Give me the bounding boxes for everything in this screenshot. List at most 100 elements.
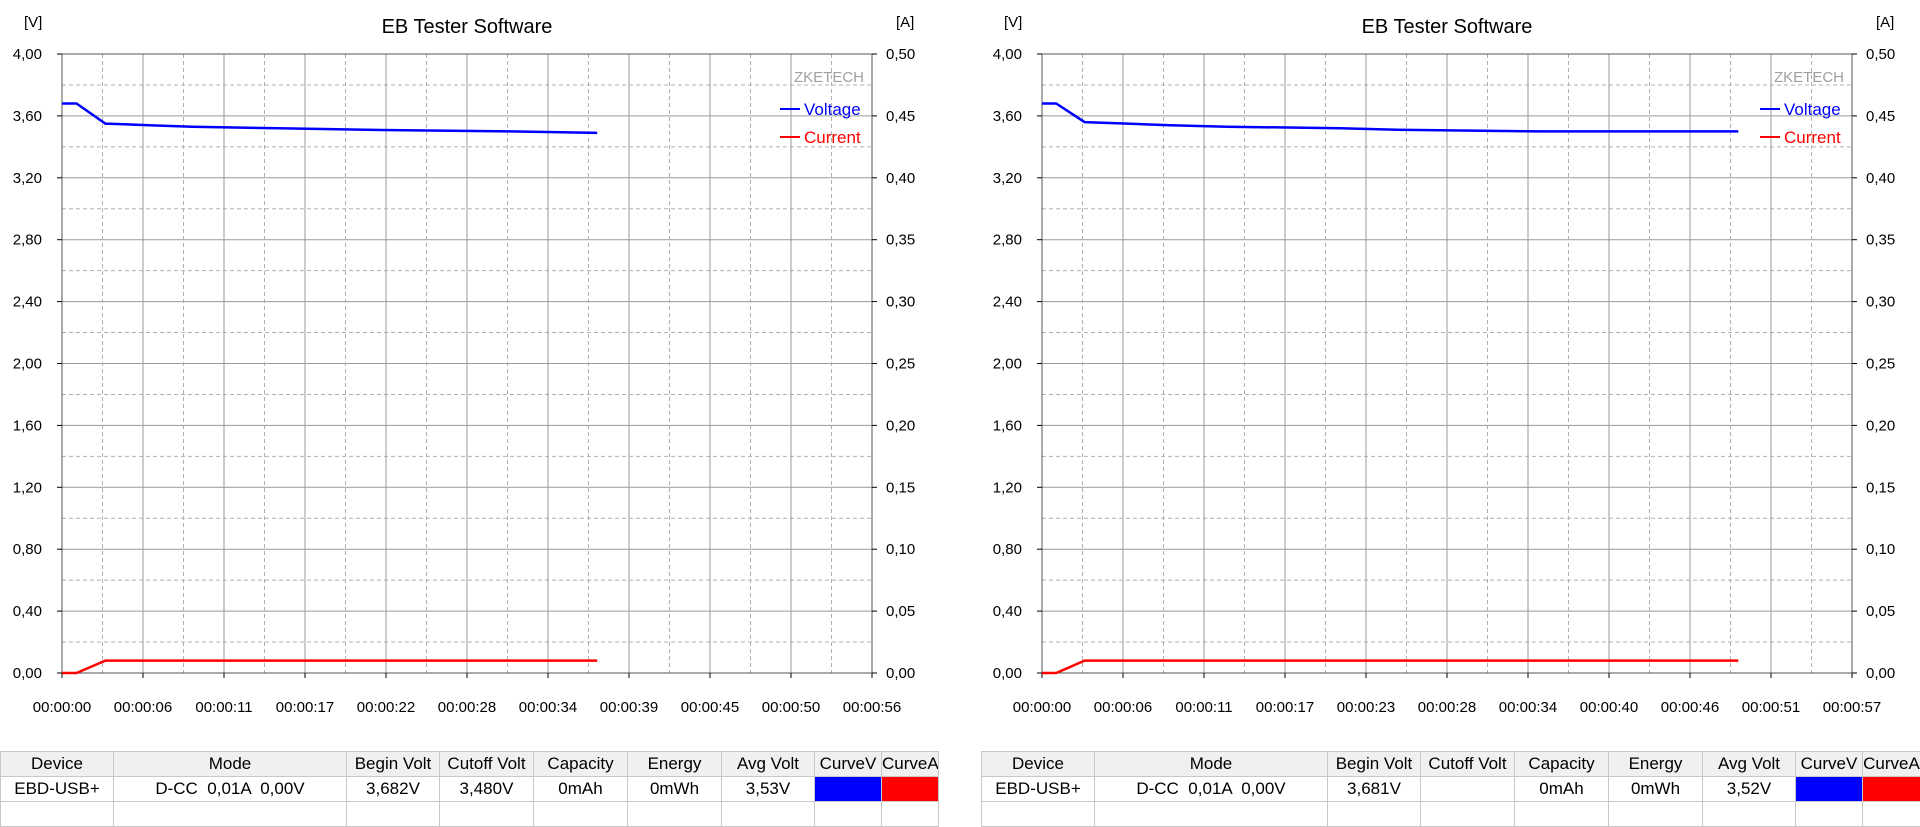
x-tick-label: 00:00:22: [357, 699, 415, 716]
col-capacity[interactable]: Capacity: [1514, 751, 1609, 777]
right-tick-label: 0,40: [886, 170, 915, 187]
legend-label-current: Current: [1784, 128, 1841, 147]
x-tick-label: 00:00:46: [1661, 699, 1719, 716]
col-cutoff-volt[interactable]: Cutoff Volt: [439, 751, 534, 777]
series-line-current: [62, 659, 598, 675]
watermark: ZKETECH: [1774, 69, 1844, 86]
cell-begin-volt[interactable]: 3,682V: [346, 776, 440, 802]
col-avg-volt[interactable]: Avg Volt: [721, 751, 815, 777]
col-energy[interactable]: Energy: [627, 751, 722, 777]
col-mode[interactable]: Mode: [1094, 751, 1328, 777]
chart-panel-left: EB Tester Software [V] [A] 4,00 3,60 3,20 2,80…: [0, 0, 940, 827]
x-tick-label: 00:00:51: [1742, 699, 1800, 716]
x-tick-label: 00:00:39: [600, 699, 658, 716]
left-tick-label: 3,20: [13, 170, 42, 187]
series-line-voltage: [1042, 102, 1739, 133]
col-curve-v[interactable]: CurveV: [1795, 751, 1863, 777]
cell-curve-a[interactable]: [1862, 776, 1920, 802]
col-curve-a[interactable]: CurveA: [881, 751, 939, 777]
x-tick-label: 00:00:11: [1175, 699, 1232, 716]
x-tick-label: 00:00:34: [1499, 699, 1557, 716]
chart-left: EB Tester Software [V] [A] 4,00 3,60 3,20 2,80…: [13, 14, 915, 716]
right-tick-label: 0,30: [1866, 294, 1895, 311]
series-line-current: [1042, 659, 1739, 675]
col-capacity[interactable]: Capacity: [533, 751, 628, 777]
curve-a-swatch: [882, 777, 938, 801]
cell-avg-volt[interactable]: 3,53V: [721, 776, 815, 802]
x-tick-label: 00:00:56: [843, 699, 901, 716]
col-energy[interactable]: Energy: [1608, 751, 1703, 777]
cell-mode[interactable]: D-CC 0,01A 0,00V: [113, 776, 347, 802]
right-tick-label: 0,00: [886, 665, 915, 682]
right-tick-label: 0,50: [1866, 46, 1895, 63]
left-tick-label: 2,00: [993, 356, 1022, 373]
right-axis-unit: [A]: [896, 14, 914, 31]
right-tick-label: 0,20: [886, 417, 915, 434]
x-tick-label: 00:00:00: [33, 699, 91, 716]
right-tick-label: 0,50: [886, 46, 915, 63]
cell-curve-v[interactable]: [814, 776, 882, 802]
curve-v-swatch: [815, 777, 881, 801]
table-row[interactable]: EBD-USB+ D-CC 0,01A 0,00V 3,681V 0mAh 0m…: [981, 776, 1920, 802]
left-tick-label: 2,80: [13, 232, 42, 249]
right-tick-label: 0,45: [886, 108, 915, 125]
cell-device[interactable]: EBD-USB+: [981, 776, 1095, 802]
cell-curve-v[interactable]: [1795, 776, 1863, 802]
cell-capacity[interactable]: 0mAh: [1514, 776, 1609, 802]
cell-cutoff-volt[interactable]: [1420, 776, 1515, 802]
table-header-row: Device Mode Begin Volt Cutoff Volt Capac…: [981, 751, 1920, 777]
cell-curve-a[interactable]: [881, 776, 939, 802]
x-tick-label: 00:00:17: [1256, 699, 1314, 716]
results-table-right: Device Mode Begin Volt Cutoff Volt Capac…: [981, 751, 1920, 827]
right-tick-label: 0,15: [886, 479, 915, 496]
cell-capacity[interactable]: 0mAh: [533, 776, 628, 802]
col-curve-v[interactable]: CurveV: [814, 751, 882, 777]
col-curve-a[interactable]: CurveA: [1862, 751, 1920, 777]
x-tick-label: 00:00:34: [519, 699, 577, 716]
cell-begin-volt[interactable]: 3,681V: [1327, 776, 1421, 802]
cell-device[interactable]: EBD-USB+: [0, 776, 114, 802]
col-device[interactable]: Device: [0, 751, 114, 777]
x-tick-label: 00:00:00: [1013, 699, 1071, 716]
left-tick-label: 2,80: [993, 232, 1022, 249]
col-mode[interactable]: Mode: [113, 751, 347, 777]
curve-v-swatch: [1796, 777, 1862, 801]
right-axis-unit: [A]: [1876, 14, 1894, 31]
x-tick-label: 00:00:40: [1580, 699, 1638, 716]
curve-a-swatch: [1863, 777, 1920, 801]
col-begin-volt[interactable]: Begin Volt: [346, 751, 440, 777]
col-device[interactable]: Device: [981, 751, 1095, 777]
cell-avg-volt[interactable]: 3,52V: [1702, 776, 1796, 802]
col-cutoff-volt[interactable]: Cutoff Volt: [1420, 751, 1515, 777]
x-tick-label: 00:00:11: [195, 699, 252, 716]
cell-cutoff-volt[interactable]: 3,480V: [439, 776, 534, 802]
right-tick-label: 0,25: [886, 356, 915, 373]
cell-energy[interactable]: 0mWh: [1608, 776, 1703, 802]
left-tick-label: 3,60: [13, 108, 42, 125]
left-tick-label: 2,00: [13, 356, 42, 373]
table-row[interactable]: EBD-USB+ D-CC 0,01A 0,00V 3,682V 3,480V …: [0, 776, 939, 802]
right-tick-label: 0,30: [886, 294, 915, 311]
right-tick-label: 0,10: [886, 541, 915, 558]
left-tick-label: 3,20: [993, 170, 1022, 187]
table-header-row: Device Mode Begin Volt Cutoff Volt Capac…: [0, 751, 939, 777]
x-tick-label: 00:00:45: [681, 699, 739, 716]
left-tick-label: 0,80: [993, 541, 1022, 558]
x-tick-label: 00:00:06: [114, 699, 172, 716]
table-empty-row: [981, 801, 1920, 827]
col-avg-volt[interactable]: Avg Volt: [1702, 751, 1796, 777]
chart-panel-right: EB Tester Software [V] [A] 4,00 3,60 3,20 2,80…: [980, 0, 1920, 827]
chart-right: EB Tester Software [V] [A] 4,00 3,60 3,20 2,80…: [993, 14, 1895, 716]
left-tick-label: 0,80: [13, 541, 42, 558]
col-begin-volt[interactable]: Begin Volt: [1327, 751, 1421, 777]
right-tick-label: 0,05: [1866, 603, 1895, 620]
cell-mode[interactable]: D-CC 0,01A 0,00V: [1094, 776, 1328, 802]
watermark: ZKETECH: [794, 69, 864, 86]
right-tick-label: 0,10: [1866, 541, 1895, 558]
x-tick-label: 00:00:57: [1823, 699, 1881, 716]
right-tick-label: 0,15: [1866, 479, 1895, 496]
left-tick-label: 0,40: [13, 603, 42, 620]
cell-energy[interactable]: 0mWh: [627, 776, 722, 802]
left-tick-label: 1,60: [993, 417, 1022, 434]
right-tick-label: 0,40: [1866, 170, 1895, 187]
